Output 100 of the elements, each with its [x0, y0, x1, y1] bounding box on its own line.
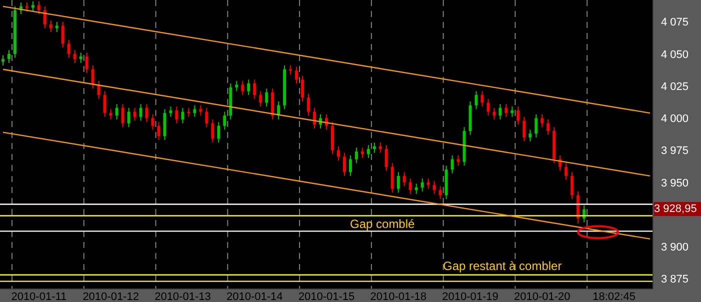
candlestick	[163, 108, 166, 141]
candlestick	[7, 50, 10, 64]
candlestick	[55, 21, 58, 33]
candlestick	[342, 152, 346, 176]
candlestick	[504, 104, 508, 118]
candlestick	[181, 107, 184, 124]
y-tick-label: 3 975	[661, 145, 689, 158]
candlestick	[199, 104, 202, 116]
text: 3 928,95	[654, 202, 701, 216]
candlestick	[432, 180, 436, 194]
candlestick	[151, 114, 154, 130]
candlestick	[546, 118, 550, 136]
candlestick	[145, 104, 148, 123]
candlestick	[271, 88, 274, 120]
x-tick-label: 2010-01-19	[442, 291, 498, 302]
candlestick	[570, 172, 574, 200]
candlestick	[133, 107, 136, 122]
candlestick	[372, 142, 376, 154]
x-tick-label: 2010-01-14	[226, 291, 283, 302]
x-tick-label: 2010-01-15	[298, 291, 355, 302]
x-tick-label: 2010-01-18	[370, 291, 427, 302]
candlestick	[85, 52, 88, 74]
candlestick	[295, 66, 298, 84]
candlestick	[97, 80, 100, 100]
candlestick	[2, 54, 4, 66]
candlestick	[510, 106, 514, 118]
candlestick	[438, 186, 442, 200]
y-tick-label: 3 875	[661, 274, 689, 286]
y-tick-label: 4 000	[661, 113, 689, 126]
candlestick	[121, 104, 124, 128]
candlestick	[528, 129, 532, 142]
candlestick	[91, 65, 94, 90]
candlestick	[354, 147, 358, 164]
x-tick-label: 2010-01-11	[11, 291, 67, 302]
candlestick	[115, 104, 118, 120]
candlestick	[241, 80, 244, 96]
y-tick-label: 4 050	[661, 48, 689, 61]
candlestick	[313, 107, 316, 129]
candlestick	[348, 154, 352, 176]
candlestick	[205, 107, 208, 128]
candlestick	[384, 144, 388, 172]
candlestick	[450, 154, 454, 174]
annotation: Gap comblé	[350, 217, 415, 231]
candlestick	[103, 90, 106, 118]
candlestick	[109, 108, 112, 120]
candlestick	[516, 106, 520, 126]
candlestick	[360, 147, 364, 158]
x-tick-label: 18:02:45	[592, 291, 636, 302]
candlestick	[492, 107, 496, 120]
y-tick-label: 4 075	[661, 16, 689, 29]
y-tick-label: 3 900	[661, 242, 689, 254]
candlestick	[175, 106, 178, 124]
candlestick	[253, 79, 256, 100]
candlestick	[390, 162, 394, 194]
candlestick	[139, 104, 142, 122]
candlestick	[564, 162, 568, 180]
candlestick	[336, 146, 340, 162]
candlestick	[235, 80, 238, 92]
x-tick-label: 2010-01-20	[514, 291, 570, 302]
y-tick-label: 4 025	[661, 80, 689, 93]
candlestick	[223, 111, 226, 130]
candlestick	[540, 114, 544, 128]
candlestick	[217, 122, 220, 144]
candlestick	[43, 6, 46, 29]
candlestick	[378, 142, 382, 154]
candlestick	[366, 144, 370, 158]
candlestick	[67, 39, 70, 58]
candlestick	[414, 183, 418, 194]
candlestick	[73, 50, 76, 64]
candlestick	[522, 116, 526, 142]
annotation: Gap restant à combler	[443, 259, 562, 273]
candlestick	[480, 90, 484, 108]
candlestick	[79, 52, 82, 64]
candlestick	[396, 172, 400, 194]
candlestick	[474, 90, 478, 110]
candlestick	[534, 114, 538, 138]
candlestick	[211, 118, 214, 144]
candlestick	[486, 98, 490, 116]
candlestick	[49, 20, 52, 33]
candlestick	[307, 93, 310, 116]
candlestick	[37, 0, 40, 15]
candlestick	[426, 178, 430, 190]
candlestick	[61, 21, 64, 48]
candlestick	[498, 104, 502, 120]
candlestick	[169, 106, 172, 118]
candlestick	[265, 88, 268, 108]
candlestick	[127, 107, 130, 128]
candlestick	[31, 0, 34, 12]
candlestick	[193, 104, 196, 118]
candlestick	[157, 122, 160, 141]
candlestick	[402, 172, 406, 187]
candlestick	[420, 178, 424, 192]
y-tick-label: 3 950	[661, 177, 689, 190]
candlestick	[301, 75, 304, 102]
candlestick	[259, 90, 262, 108]
candlestick	[456, 154, 460, 166]
x-tick-label: 2010-01-12	[82, 291, 139, 302]
candlestick	[408, 178, 412, 194]
x-tick-label: 2010-01-13	[154, 291, 211, 302]
candlestick	[247, 79, 250, 96]
